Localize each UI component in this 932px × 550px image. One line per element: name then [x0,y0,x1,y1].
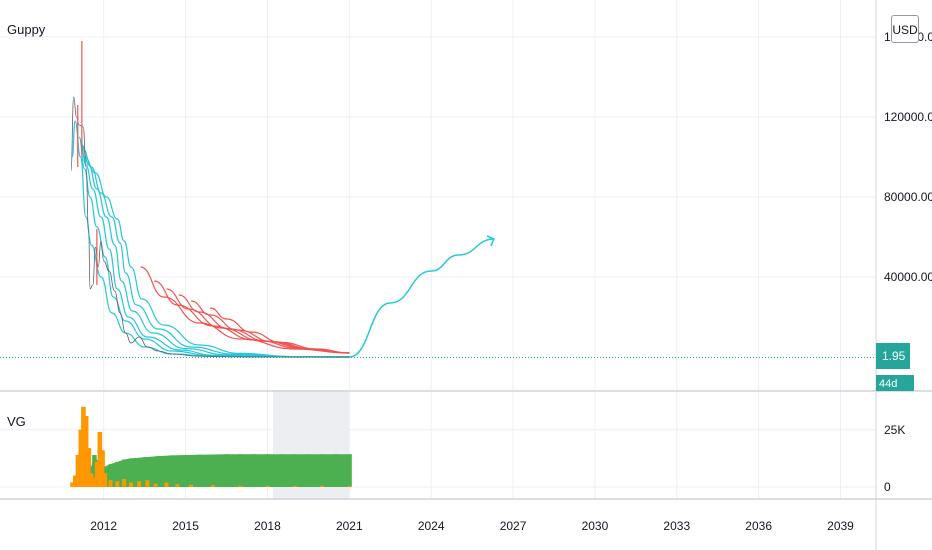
volume-bar-orange [108,480,113,487]
volume-bar-orange [83,416,88,487]
y-tick-label: 120000.00 [884,110,932,124]
volume-bar-orange [103,473,108,487]
volume-bar-orange [122,478,127,487]
y-tick-label: 25K [884,423,905,437]
volume-bar-orange [86,448,91,487]
ribbon-line-teal [84,156,350,358]
volume-bar-orange [175,484,180,487]
ribbon-line-teal [82,148,350,358]
volume-bar-orange [115,481,120,487]
volume-bar-orange [137,481,142,487]
main-pane-label: Guppy [7,22,46,37]
x-tick-label: 2039 [827,519,854,533]
volume-bar-orange [75,454,80,487]
volume-bar-orange [89,473,94,487]
y-tick-label: 0 [884,480,891,494]
x-tick-label: 2030 [582,519,609,533]
volume-bar-orange [164,482,169,487]
volume-bar-orange [100,450,105,487]
x-tick-label: 2036 [745,519,772,533]
countdown-badge: 44d 11h [876,375,914,391]
price-line [70,96,350,358]
y-tick-label: 40000.00 [884,270,932,284]
volume-bar-orange [320,485,325,487]
x-tick-label: 2021 [336,519,363,533]
x-tick-label: 2033 [663,519,690,533]
volume-pane-label: VG [7,414,26,429]
volume-bar-orange [189,484,194,487]
volume-bar-orange [94,461,99,487]
volume-bar-orange [265,485,270,487]
forecast-arrowhead [486,235,495,247]
volume-bar-orange [70,482,75,487]
volume-bar-orange [81,406,86,487]
volume-bar-orange [78,429,83,487]
volume-area-green [88,454,352,487]
volume-bar-orange [292,485,297,487]
currency-button[interactable]: USD [891,15,919,43]
volume-bar-orange [210,485,215,487]
x-tick-label: 2024 [418,519,445,533]
x-tick-label: 2018 [254,519,281,533]
last-price-badge: 1.95 [876,343,910,369]
forecast-line [349,238,494,358]
y-tick-label: 80000.00 [884,190,932,204]
x-tick-label: 2015 [172,519,199,533]
ribbon-line-teal [79,140,350,358]
x-tick-label: 2027 [500,519,527,533]
volume-bar-orange [145,480,150,487]
ribbon-line-red [210,307,350,354]
volume-bar-orange [347,486,352,488]
volume-bar-orange [97,432,102,487]
x-tick-label: 2012 [90,519,117,533]
volume-bar-orange [73,475,78,487]
volume-bar-orange [92,477,97,487]
volume-bar-orange [238,485,243,487]
ribbon-line-teal [81,144,350,358]
volume-bar-orange [128,482,133,487]
volume-bar-orange [153,483,158,487]
